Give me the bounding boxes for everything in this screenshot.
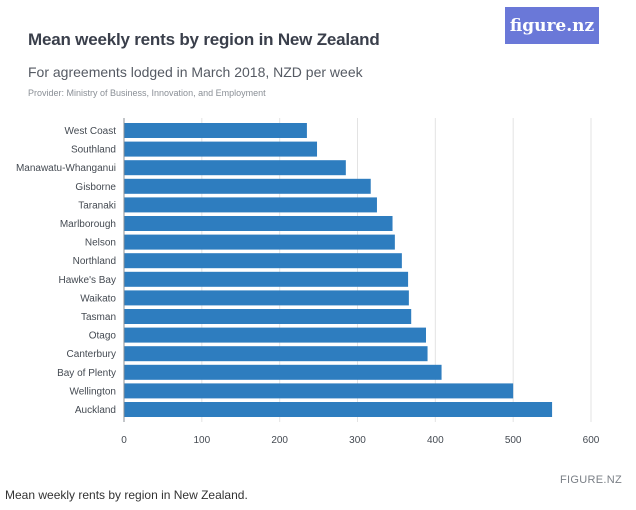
category-label: Taranaki bbox=[78, 200, 116, 211]
bar bbox=[124, 402, 553, 417]
x-tick-label: 500 bbox=[505, 435, 522, 446]
bar bbox=[124, 290, 409, 306]
bar bbox=[124, 123, 307, 138]
bar bbox=[124, 364, 442, 380]
category-label: Canterbury bbox=[67, 349, 116, 360]
bar bbox=[124, 160, 346, 176]
bar bbox=[124, 271, 409, 287]
category-label: Nelson bbox=[85, 238, 116, 249]
figure-caption: Mean weekly rents by region in New Zeala… bbox=[5, 488, 248, 502]
x-tick-label: 600 bbox=[583, 435, 600, 446]
bar bbox=[124, 178, 371, 194]
watermark: FIGURE.NZ bbox=[560, 474, 622, 486]
category-label: Hawke's Bay bbox=[59, 275, 117, 286]
bar bbox=[124, 383, 514, 399]
figure-nz-logo[interactable]: figure.nz bbox=[505, 7, 599, 44]
chart-subtitle: For agreements lodged in March 2018, NZD… bbox=[28, 64, 363, 80]
bar bbox=[124, 253, 402, 269]
bar bbox=[124, 346, 428, 362]
category-label: Wellington bbox=[69, 386, 116, 397]
category-label: Manawatu-Whanganui bbox=[16, 163, 116, 174]
category-label: Waikato bbox=[80, 293, 116, 304]
category-label: Auckland bbox=[75, 405, 116, 416]
bar bbox=[124, 327, 426, 343]
x-tick-label: 400 bbox=[427, 435, 444, 446]
category-label: Southland bbox=[71, 145, 116, 156]
x-tick-label: 0 bbox=[121, 435, 127, 446]
category-label: Bay of Plenty bbox=[57, 368, 116, 379]
category-label: Otago bbox=[89, 331, 117, 342]
category-label: Marlborough bbox=[60, 219, 116, 230]
category-label: Tasman bbox=[81, 312, 116, 323]
bar bbox=[124, 216, 393, 231]
category-label: West Coast bbox=[65, 126, 117, 137]
chart-title: Mean weekly rents by region in New Zeala… bbox=[28, 30, 380, 49]
data-provider: Provider: Ministry of Business, Innovati… bbox=[28, 88, 266, 98]
bar bbox=[124, 309, 412, 324]
category-label: Northland bbox=[73, 256, 116, 267]
bar bbox=[124, 197, 377, 213]
bar bbox=[124, 141, 318, 157]
category-label: Gisborne bbox=[75, 182, 116, 193]
x-tick-label: 300 bbox=[349, 435, 366, 446]
x-tick-label: 200 bbox=[271, 435, 288, 446]
x-tick-label: 100 bbox=[193, 435, 210, 446]
bar bbox=[124, 234, 395, 250]
